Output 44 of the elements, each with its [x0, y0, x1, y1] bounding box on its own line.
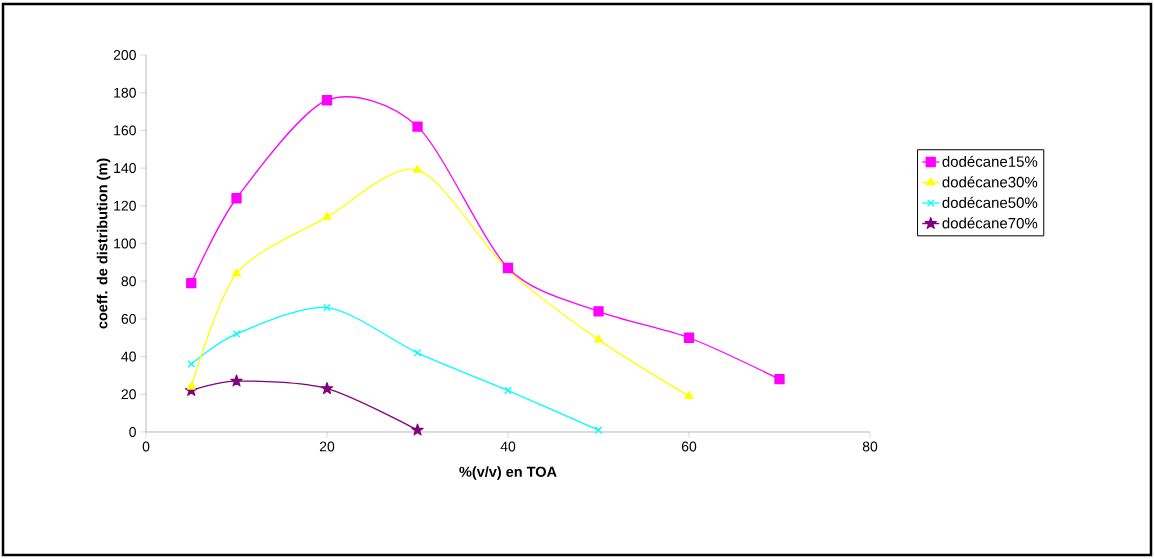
point — [231, 268, 242, 277]
y-tick-label: 0 — [129, 427, 136, 437]
point — [232, 330, 241, 338]
y-tick-label: 140 — [114, 163, 136, 174]
y-tick-label: 120 — [114, 200, 136, 211]
point — [683, 332, 695, 343]
x-tick-label: 20 — [319, 441, 335, 452]
point — [186, 381, 196, 390]
y-tick-label: 200 — [113, 50, 136, 60]
y-tick-label: 80 — [121, 276, 136, 287]
y-tick-label: 180 — [114, 87, 136, 98]
legend-label: dodécane70% — [942, 217, 1038, 229]
point — [593, 334, 604, 343]
point — [412, 121, 423, 132]
x-tick-label: 40 — [500, 441, 516, 452]
point — [684, 391, 694, 400]
y-tick-label: 60 — [121, 313, 136, 324]
x-tick-label: 60 — [681, 441, 697, 452]
legend-label: dodécane15% — [942, 155, 1038, 167]
point — [411, 423, 424, 436]
point — [320, 382, 334, 395]
point — [774, 374, 785, 385]
point — [594, 426, 603, 434]
point — [321, 95, 333, 106]
y-tick-label: 100 — [114, 238, 136, 249]
y-tick-label: 160 — [114, 125, 136, 136]
point — [186, 277, 197, 289]
x-tick-label: 0 — [142, 441, 150, 452]
point — [504, 386, 512, 395]
point — [413, 348, 422, 357]
y-tick-label: 40 — [121, 351, 136, 362]
legend-label: dodécane30% — [942, 176, 1038, 188]
y-axis-title: coeff. de distribution (m) — [96, 158, 111, 329]
point — [412, 164, 423, 173]
x-axis-title: %(v/v) en TOA — [459, 466, 557, 480]
point — [593, 306, 604, 317]
point — [230, 374, 243, 387]
point — [322, 211, 332, 220]
point — [187, 360, 196, 368]
y-tick-label: 20 — [121, 389, 136, 400]
x-tick-label: 80 — [862, 441, 878, 452]
point — [323, 303, 331, 312]
point — [231, 193, 242, 204]
legend-label: dodécane50% — [942, 196, 1038, 208]
